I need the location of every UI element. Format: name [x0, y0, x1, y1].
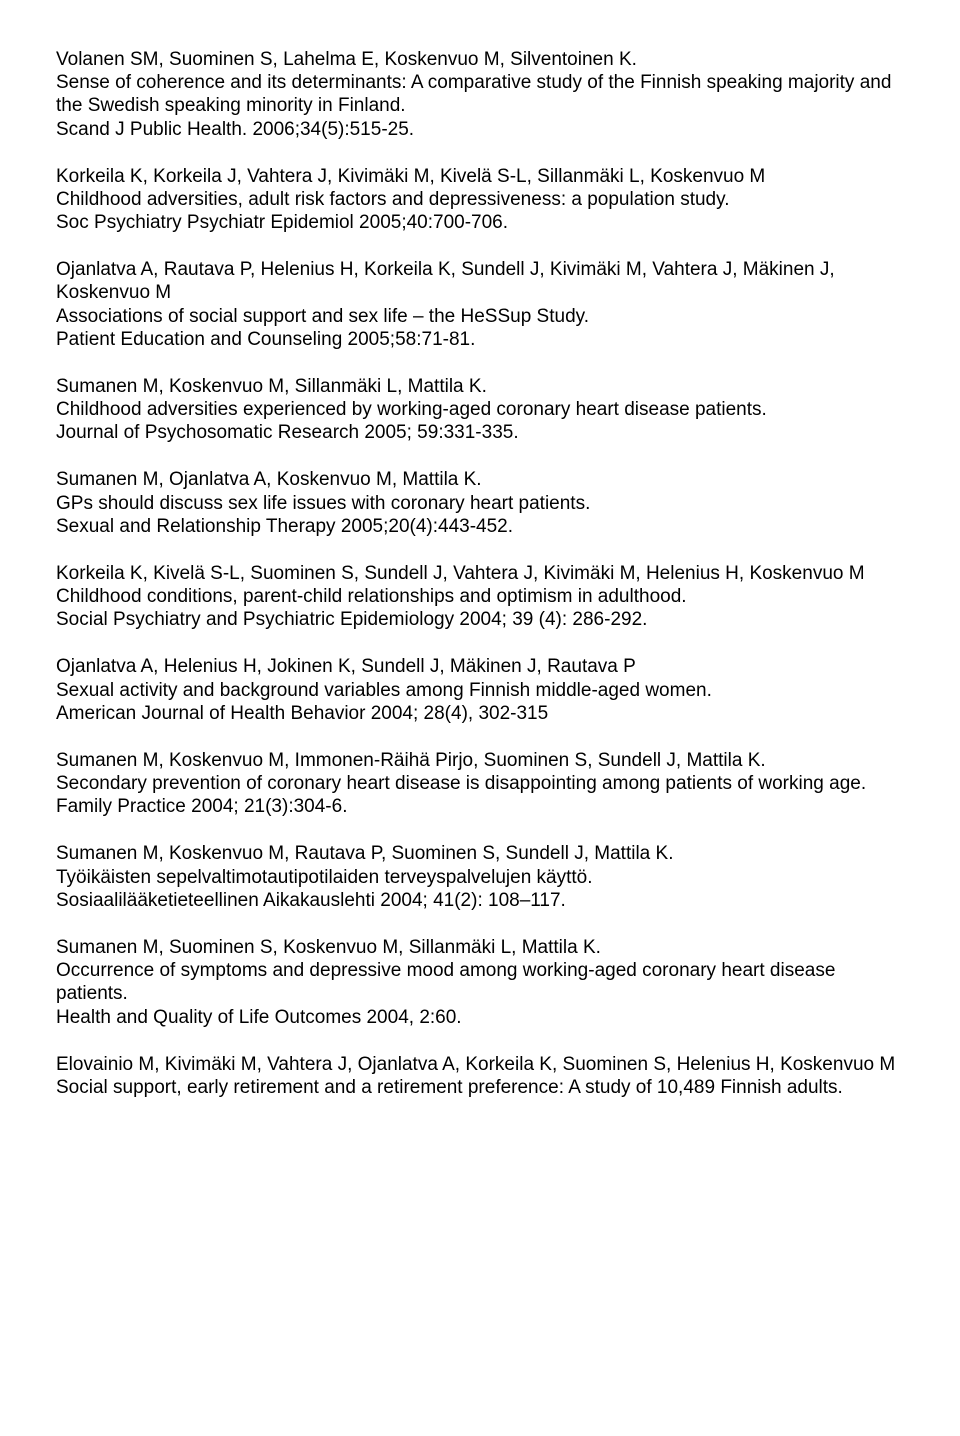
reference-entry: Ojanlatva A, Helenius H, Jokinen K, Sund…: [56, 655, 904, 725]
reference-title: Työikäisten sepelvaltimotautipotilaiden …: [56, 866, 904, 889]
reference-entry: Sumanen M, Koskenvuo M, Immonen-Räihä Pi…: [56, 749, 904, 819]
reference-journal: Health and Quality of Life Outcomes 2004…: [56, 1006, 904, 1029]
reference-journal: American Journal of Health Behavior 2004…: [56, 702, 904, 725]
reference-title: Associations of social support and sex l…: [56, 305, 904, 328]
reference-entry: Sumanen M, Koskenvuo M, Sillanmäki L, Ma…: [56, 375, 904, 445]
reference-title: Childhood adversities experienced by wor…: [56, 398, 904, 421]
reference-authors: Sumanen M, Ojanlatva A, Koskenvuo M, Mat…: [56, 468, 904, 491]
reference-journal: Family Practice 2004; 21(3):304-6.: [56, 795, 904, 818]
reference-entry: Sumanen M, Suominen S, Koskenvuo M, Sill…: [56, 936, 904, 1029]
reference-journal: Social Psychiatry and Psychiatric Epidem…: [56, 608, 904, 631]
reference-journal: Patient Education and Counseling 2005;58…: [56, 328, 904, 351]
reference-entry: Ojanlatva A, Rautava P, Helenius H, Kork…: [56, 258, 904, 351]
reference-journal: Sosiaalilääketieteellinen Aikakauslehti …: [56, 889, 904, 912]
reference-journal: Journal of Psychosomatic Research 2005; …: [56, 421, 904, 444]
reference-list: Volanen SM, Suominen S, Lahelma E, Koske…: [56, 48, 904, 1099]
reference-entry: Sumanen M, Koskenvuo M, Rautava P, Suomi…: [56, 842, 904, 912]
reference-title: Childhood adversities, adult risk factor…: [56, 188, 904, 211]
reference-title: Childhood conditions, parent-child relat…: [56, 585, 904, 608]
reference-entry: Sumanen M, Ojanlatva A, Koskenvuo M, Mat…: [56, 468, 904, 538]
reference-authors: Volanen SM, Suominen S, Lahelma E, Koske…: [56, 48, 904, 71]
reference-authors: Korkeila K, Kivelä S-L, Suominen S, Sund…: [56, 562, 904, 585]
reference-entry: Korkeila K, Kivelä S-L, Suominen S, Sund…: [56, 562, 904, 632]
reference-journal: Sexual and Relationship Therapy 2005;20(…: [56, 515, 904, 538]
reference-authors: Elovainio M, Kivimäki M, Vahtera J, Ojan…: [56, 1053, 904, 1076]
reference-journal: Scand J Public Health. 2006;34(5):515-25…: [56, 118, 904, 141]
reference-authors: Sumanen M, Koskenvuo M, Immonen-Räihä Pi…: [56, 749, 904, 772]
reference-title: Secondary prevention of coronary heart d…: [56, 772, 904, 795]
reference-authors: Korkeila K, Korkeila J, Vahtera J, Kivim…: [56, 165, 904, 188]
reference-entry: Volanen SM, Suominen S, Lahelma E, Koske…: [56, 48, 904, 141]
reference-journal: Soc Psychiatry Psychiatr Epidemiol 2005;…: [56, 211, 904, 234]
reference-authors: Ojanlatva A, Helenius H, Jokinen K, Sund…: [56, 655, 904, 678]
reference-authors: Sumanen M, Koskenvuo M, Sillanmäki L, Ma…: [56, 375, 904, 398]
reference-title: Sexual activity and background variables…: [56, 679, 904, 702]
reference-title: GPs should discuss sex life issues with …: [56, 492, 904, 515]
reference-authors: Sumanen M, Koskenvuo M, Rautava P, Suomi…: [56, 842, 904, 865]
reference-title: Social support, early retirement and a r…: [56, 1076, 904, 1099]
reference-title: Occurrence of symptoms and depressive mo…: [56, 959, 904, 1005]
reference-title: Sense of coherence and its determinants:…: [56, 71, 904, 117]
reference-authors: Ojanlatva A, Rautava P, Helenius H, Kork…: [56, 258, 904, 304]
reference-entry: Korkeila K, Korkeila J, Vahtera J, Kivim…: [56, 165, 904, 235]
reference-authors: Sumanen M, Suominen S, Koskenvuo M, Sill…: [56, 936, 904, 959]
reference-entry: Elovainio M, Kivimäki M, Vahtera J, Ojan…: [56, 1053, 904, 1099]
